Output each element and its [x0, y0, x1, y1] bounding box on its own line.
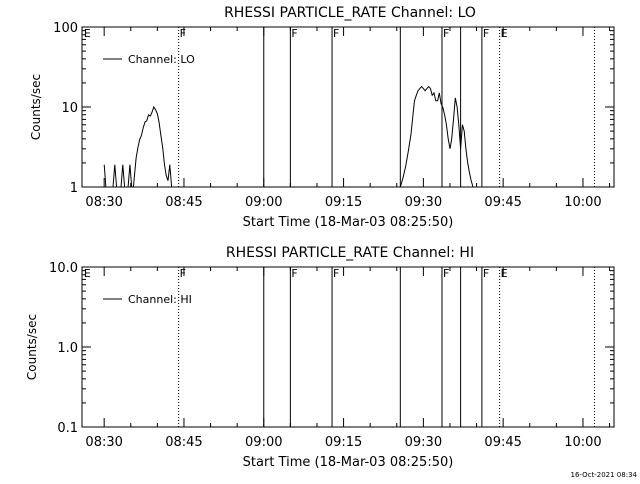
y-tick-label: 1.0 — [57, 341, 78, 356]
plot-frame — [81, 266, 615, 428]
chart-lo: RHESSI PARTICLE_RATE Channel: LO Start T… — [29, 5, 615, 230]
series-line — [399, 85, 474, 188]
y-axis-label: Counts/sec — [25, 314, 39, 380]
x-tick-label: 09:30 — [405, 435, 442, 450]
flag-label: E — [84, 267, 91, 280]
y-tick-label: 1 — [70, 181, 78, 196]
chart-title: RHESSI PARTICLE_RATE Channel: HI — [226, 245, 474, 261]
flag-label: E — [501, 27, 508, 40]
series-line — [103, 105, 173, 188]
flag-label: E — [501, 267, 508, 280]
x-tick-label: 08:30 — [85, 435, 122, 450]
plot-area-lo: 1 10 100 08:30 08:45 09:00 09:15 09:30 09:45 10:0… — [53, 21, 615, 210]
flag-label: F — [333, 267, 339, 280]
flag-label: F — [291, 267, 297, 280]
x-tick-label: 09:15 — [325, 195, 362, 210]
y-tick-label: 10.0 — [49, 261, 78, 276]
x-tick-label: 09:00 — [245, 195, 282, 210]
flag-label: F — [443, 27, 449, 40]
x-tick-label: 08:30 — [85, 195, 122, 210]
x-tick-label: 08:45 — [165, 435, 202, 450]
x-axis-label: Start Time (18-Mar-03 08:25:50) — [243, 215, 454, 230]
x-tick-label: 10:00 — [564, 435, 601, 450]
y-tick-label: 0.1 — [57, 421, 78, 436]
legend-label: Channel: LO — [128, 53, 195, 66]
x-tick-label: 09:15 — [325, 435, 362, 450]
flag-label: F — [483, 27, 489, 40]
flag-label: F — [291, 27, 297, 40]
flag-label: F — [483, 267, 489, 280]
flag-label: E — [84, 27, 91, 40]
plot-area-hi: 0.1 1.0 10.0 08:30 08:45 09:00 09:15 09:30 09:45… — [49, 261, 615, 450]
chart-title: RHESSI PARTICLE_RATE Channel: LO — [224, 5, 476, 21]
y-axis-label: Counts/sec — [29, 74, 43, 140]
flag-label: F — [180, 27, 186, 40]
y-tick-label: 10 — [61, 101, 78, 116]
x-tick-label: 08:45 — [165, 195, 202, 210]
plot-frame — [81, 26, 615, 188]
x-tick-label: 10:00 — [564, 195, 601, 210]
y-tick-label: 100 — [53, 21, 78, 36]
x-tick-label: 09:00 — [245, 435, 282, 450]
chart-hi: RHESSI PARTICLE_RATE Channel: HI Start T… — [25, 245, 615, 470]
legend-label: Channel: HI — [128, 293, 192, 306]
flag-label: F — [180, 267, 186, 280]
x-tick-label: 09:45 — [484, 435, 521, 450]
x-tick-label: 09:45 — [484, 195, 521, 210]
flag-label: F — [443, 267, 449, 280]
footer-timestamp: 16-Oct-2021 08:34 — [571, 471, 638, 479]
x-axis-label: Start Time (18-Mar-03 08:25:50) — [243, 455, 454, 470]
flag-label: F — [333, 27, 339, 40]
x-tick-label: 09:30 — [405, 195, 442, 210]
